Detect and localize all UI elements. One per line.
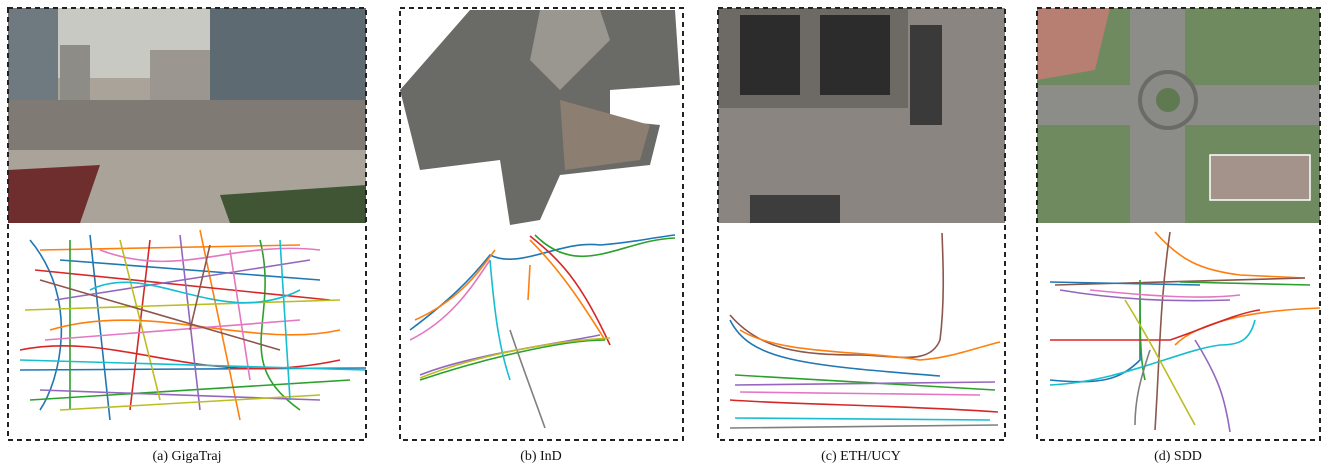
caption: (a) GigaTraj — [152, 449, 221, 464]
panel-gigatraj: (a) GigaTraj — [8, 8, 366, 464]
window — [820, 15, 890, 95]
trajectory — [410, 235, 675, 330]
trajectory — [1050, 310, 1260, 340]
trajectory — [45, 248, 320, 380]
building — [60, 45, 90, 100]
trajectory — [740, 392, 980, 395]
trajectory — [1090, 290, 1240, 297]
trajectory — [730, 425, 998, 428]
street — [8, 100, 366, 150]
car — [910, 25, 942, 125]
panel-ind: (b) InD — [400, 8, 683, 464]
trajectory — [20, 235, 366, 420]
trajectory — [510, 330, 545, 428]
figure: (a) GigaTraj (b) InD — [0, 0, 1325, 467]
trajectory — [1060, 290, 1230, 432]
trajectory — [1055, 232, 1305, 430]
trajectory — [1155, 232, 1320, 345]
car — [750, 195, 840, 223]
trajectories — [410, 235, 675, 428]
building — [210, 8, 366, 108]
trajectory — [735, 418, 990, 420]
caption: (c) ETH/UCY — [821, 449, 901, 464]
trajectories — [1050, 232, 1320, 432]
building — [150, 50, 210, 100]
caption: (b) InD — [520, 449, 562, 464]
trajectory — [730, 233, 943, 357]
trajectory — [1050, 320, 1255, 385]
trajectories — [730, 233, 1000, 428]
panel-eth-ucy: (c) ETH/UCY — [718, 8, 1005, 464]
island — [1156, 88, 1180, 112]
trajectory — [490, 260, 510, 380]
trajectory — [1140, 280, 1310, 380]
caption: (d) SDD — [1154, 449, 1202, 464]
trajectory — [420, 235, 675, 380]
panel-sdd: (d) SDD — [1037, 8, 1320, 464]
trajectories — [20, 230, 366, 420]
window — [740, 15, 800, 95]
trajectory — [730, 320, 940, 376]
building — [1210, 155, 1310, 200]
trajectory — [415, 240, 605, 340]
trajectory — [730, 400, 998, 412]
